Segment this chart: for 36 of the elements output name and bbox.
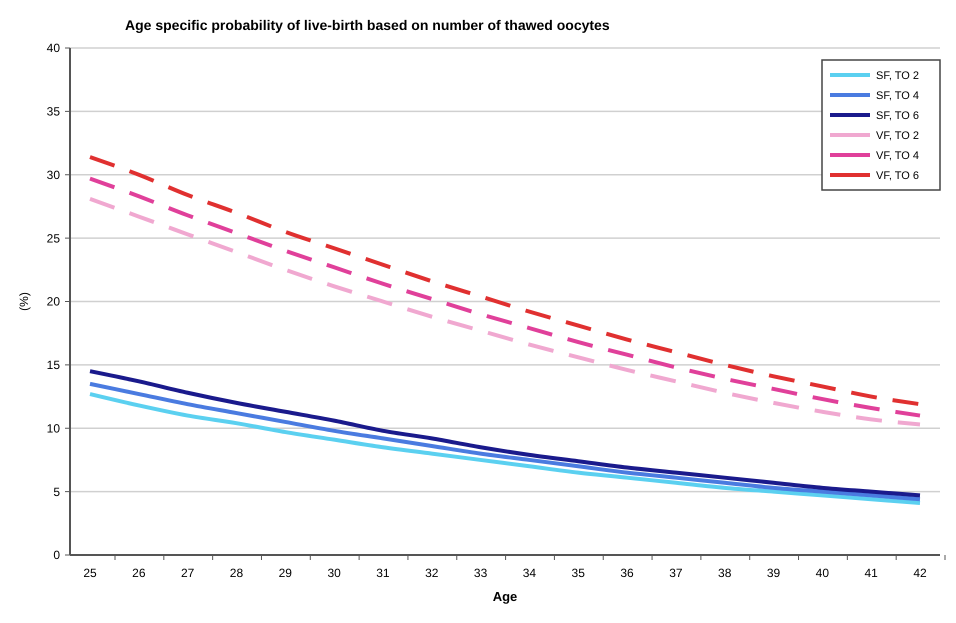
legend-label: SF, TO 2 (876, 70, 920, 82)
x-tick-label: 41 (864, 566, 878, 580)
x-tick-label: 25 (83, 566, 97, 580)
x-tick-label: 39 (766, 566, 781, 580)
legend-label: SF, TO 4 (876, 90, 920, 102)
y-tick-label: 30 (46, 168, 60, 182)
legend-label: VF, TO 4 (876, 150, 920, 162)
y-tick-label: 0 (53, 548, 60, 562)
x-tick-label: 37 (669, 566, 683, 580)
x-tick-label: 40 (816, 566, 830, 580)
x-tick-label: 28 (230, 566, 244, 580)
x-tick-label: 35 (572, 566, 586, 580)
x-tick-label: 32 (425, 566, 439, 580)
x-tick-label: 26 (132, 566, 146, 580)
x-tick-label: 36 (620, 566, 634, 580)
y-tick-label: 40 (46, 41, 60, 56)
y-tick-label: 35 (46, 104, 60, 119)
x-tick-label: 42 (913, 566, 927, 580)
x-tick-label: 33 (474, 566, 488, 580)
x-tick-label: 34 (522, 566, 536, 580)
y-axis-title: (%) (17, 292, 31, 311)
legend-label: SF, TO 6 (876, 110, 920, 122)
y-tick-label: 20 (46, 294, 60, 309)
y-tick-label: 5 (53, 484, 60, 499)
x-axis-title: Age (492, 589, 518, 604)
x-tick-label: 31 (376, 566, 390, 580)
legend-label: VF, TO 6 (876, 170, 920, 182)
chart-title: Age specific probability of live-birth based on number of thawed oocytes (125, 17, 610, 33)
x-tick-label: 30 (327, 566, 342, 580)
y-tick-label: 10 (46, 421, 60, 436)
x-tick-label: 27 (180, 566, 195, 580)
x-tick-label: 38 (718, 566, 732, 580)
x-tick-label: 29 (278, 566, 292, 580)
y-tick-label: 15 (46, 358, 60, 372)
legend-label: VF, TO 2 (876, 130, 920, 142)
y-tick-label: 25 (46, 231, 60, 246)
